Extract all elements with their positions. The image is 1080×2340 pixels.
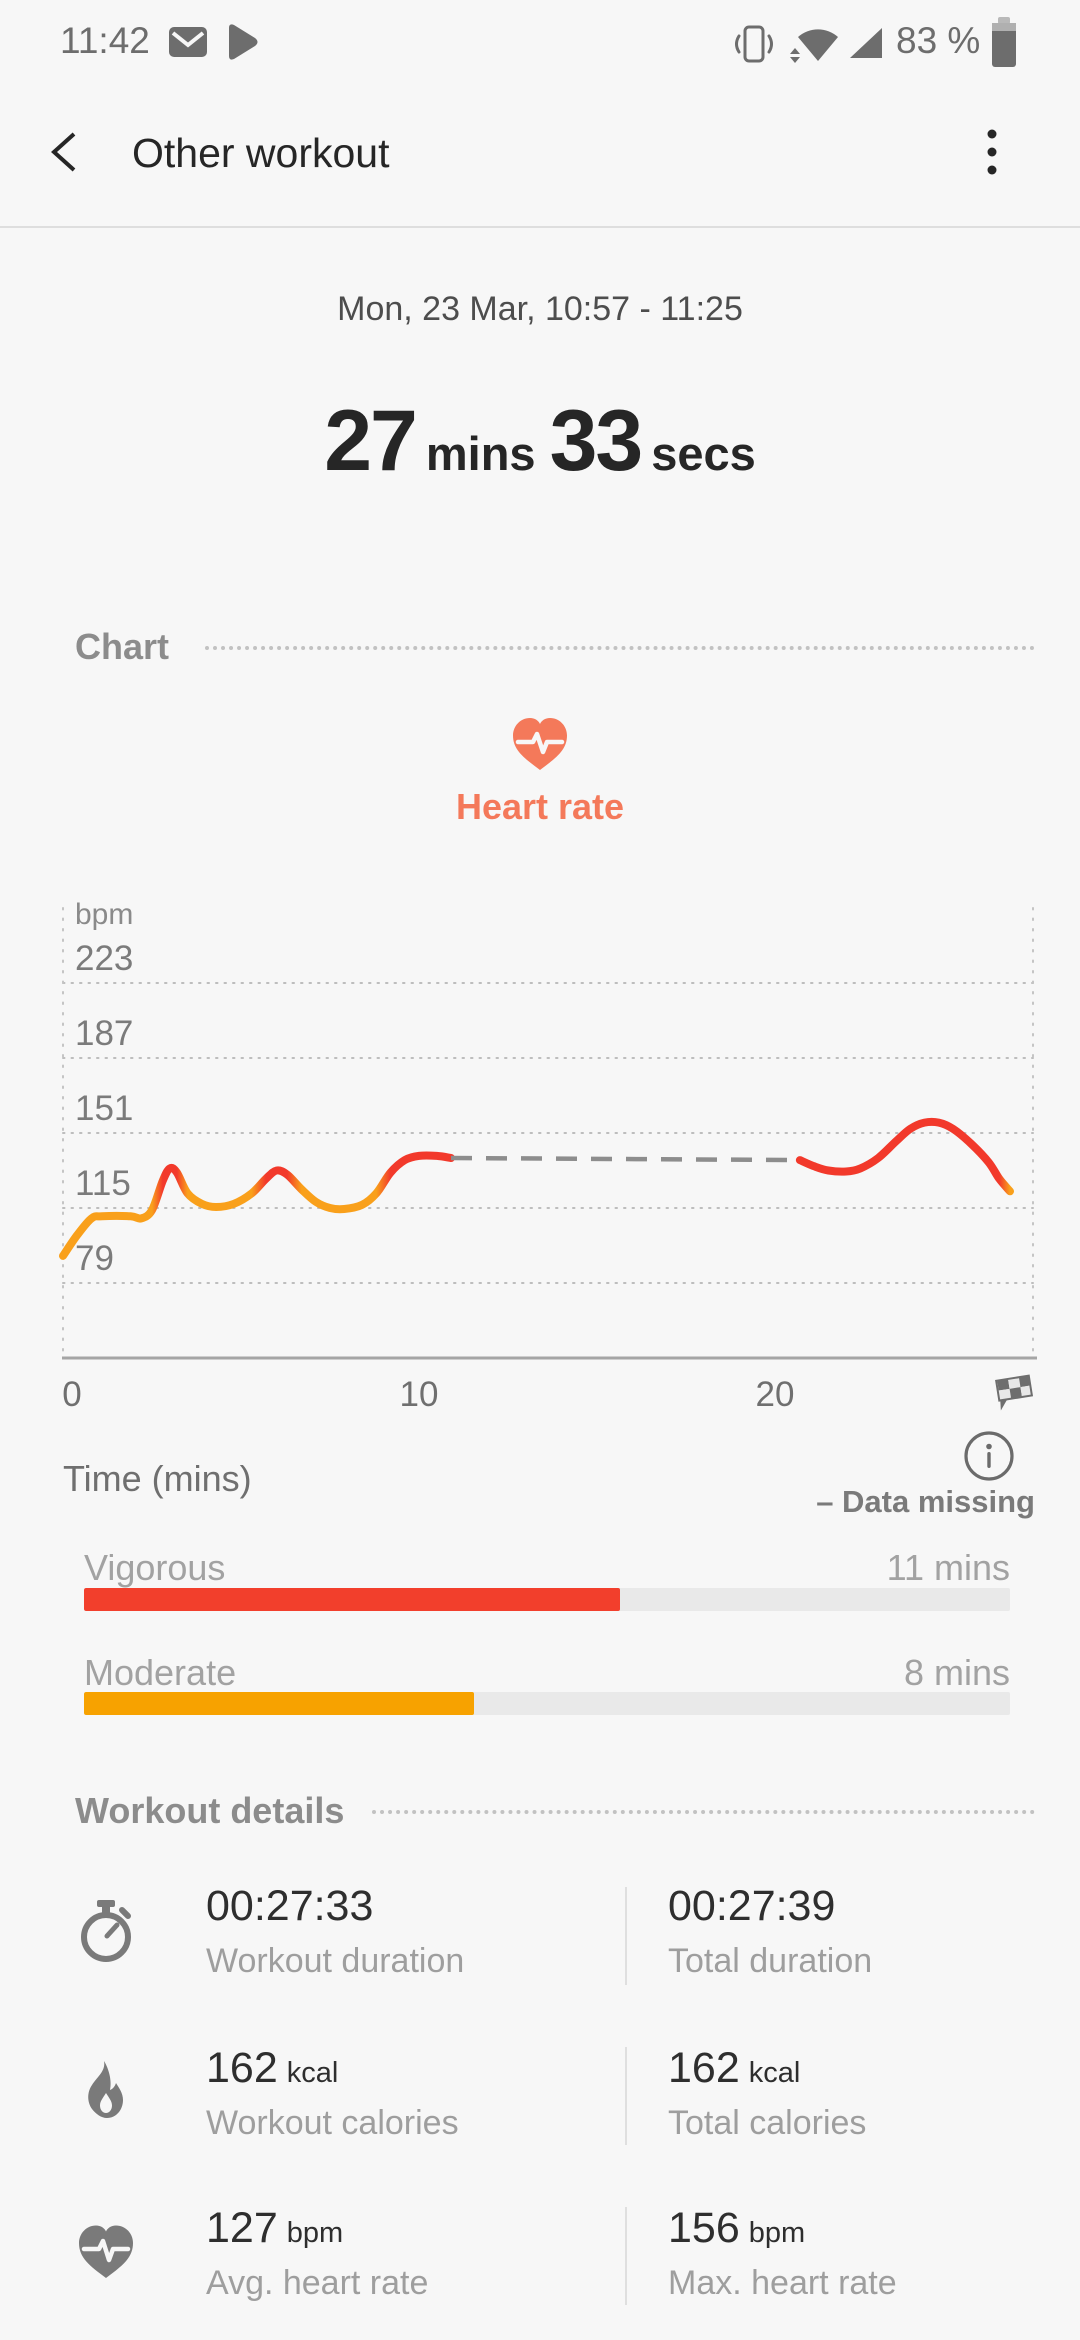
workout-calories-label: Workout calories (206, 2104, 459, 2142)
max-heart-rate-label: Max. heart rate (668, 2264, 897, 2302)
battery-icon (992, 17, 1016, 67)
more-options-button[interactable] (962, 122, 1022, 182)
duration-mins-unit: mins (425, 427, 536, 480)
details-section-title: Workout details (75, 1790, 345, 1831)
details-section-rule (372, 1810, 1035, 1814)
chart-section-rule (205, 646, 1035, 650)
data-missing-legend: – Data missing (816, 1484, 1035, 1519)
play-notification-icon (229, 24, 258, 60)
heart-icon (79, 2225, 133, 2278)
page-title: Other workout (132, 130, 390, 176)
zone-moderate-fill (84, 1692, 474, 1715)
column-divider (625, 2207, 627, 2305)
zone-moderate-label: Moderate (84, 1652, 237, 1693)
workout-duration-label: Workout duration (206, 1942, 465, 1980)
time-axis-label: Time (mins) (63, 1458, 252, 1499)
cellular-signal-icon (850, 28, 882, 58)
heart-rate-icon[interactable] (508, 712, 572, 774)
duration-secs-unit: secs (651, 427, 756, 480)
y-axis-unit: bpm (75, 898, 133, 931)
y-tick-79: 79 (75, 1239, 114, 1278)
x-tick-0: 0 (62, 1375, 81, 1414)
vibrate-icon (735, 25, 773, 63)
total-calories-value: 162 kcal (668, 2044, 801, 2092)
total-duration-value: 00:27:39 (668, 1882, 836, 1930)
heart-rate-recorded-1 (59, 1151, 455, 1260)
workout-calories-value: 162 kcal (206, 2044, 339, 2092)
heart-rate-chart[interactable]: 223 187 151 115 79 bpm 0 10 20 (0, 890, 1080, 1415)
back-button[interactable] (36, 122, 96, 182)
column-divider (625, 1887, 627, 1985)
heart-rate-recorded-2 (795, 1117, 1014, 1196)
y-tick-187: 187 (75, 1014, 133, 1053)
avg-heart-rate-value: 127 bpm (206, 2204, 344, 2252)
battery-percent: 83 % (896, 20, 981, 61)
zone-moderate-bar (84, 1692, 1010, 1715)
workout-date-range: Mon, 23 Mar, 10:57 - 11:25 (337, 290, 743, 328)
duration-mins-value: 27 (324, 393, 418, 489)
y-tick-223: 223 (75, 939, 133, 978)
total-duration-label: Total duration (668, 1942, 873, 1980)
x-tick-20: 20 (756, 1375, 795, 1414)
finish-flag-icon (995, 1374, 1034, 1411)
total-calories-label: Total calories (668, 2104, 867, 2142)
y-tick-151: 151 (75, 1089, 133, 1128)
data-missing-gap (450, 1155, 800, 1163)
chart-section-title: Chart (75, 626, 170, 667)
flame-icon (88, 2061, 123, 2118)
max-heart-rate-value: 156 bpm (668, 2204, 806, 2252)
x-tick-10: 10 (400, 1375, 439, 1414)
zone-vigorous-bar (84, 1588, 1010, 1611)
info-icon[interactable] (962, 1429, 1016, 1483)
y-tick-115: 115 (75, 1164, 131, 1203)
wifi-icon (790, 29, 838, 63)
workout-duration-headline: 27 mins 33 secs (0, 392, 1080, 491)
zone-vigorous-label: Vigorous (84, 1547, 226, 1588)
stopwatch-icon (81, 1900, 131, 1962)
status-time: 11:42 (60, 20, 150, 61)
appbar-divider (0, 226, 1080, 228)
workout-duration-value: 00:27:33 (206, 1882, 374, 1930)
heart-rate-metric-label[interactable]: Heart rate (455, 786, 625, 827)
zone-vigorous-minutes: 11 mins (886, 1547, 1010, 1588)
gmail-notification-icon (169, 27, 207, 57)
zone-vigorous-fill (84, 1588, 621, 1611)
duration-secs-value: 33 (549, 393, 644, 489)
avg-heart-rate-label: Avg. heart rate (206, 2264, 429, 2302)
column-divider (625, 2047, 627, 2145)
zone-moderate-minutes: 8 mins (903, 1652, 1010, 1693)
